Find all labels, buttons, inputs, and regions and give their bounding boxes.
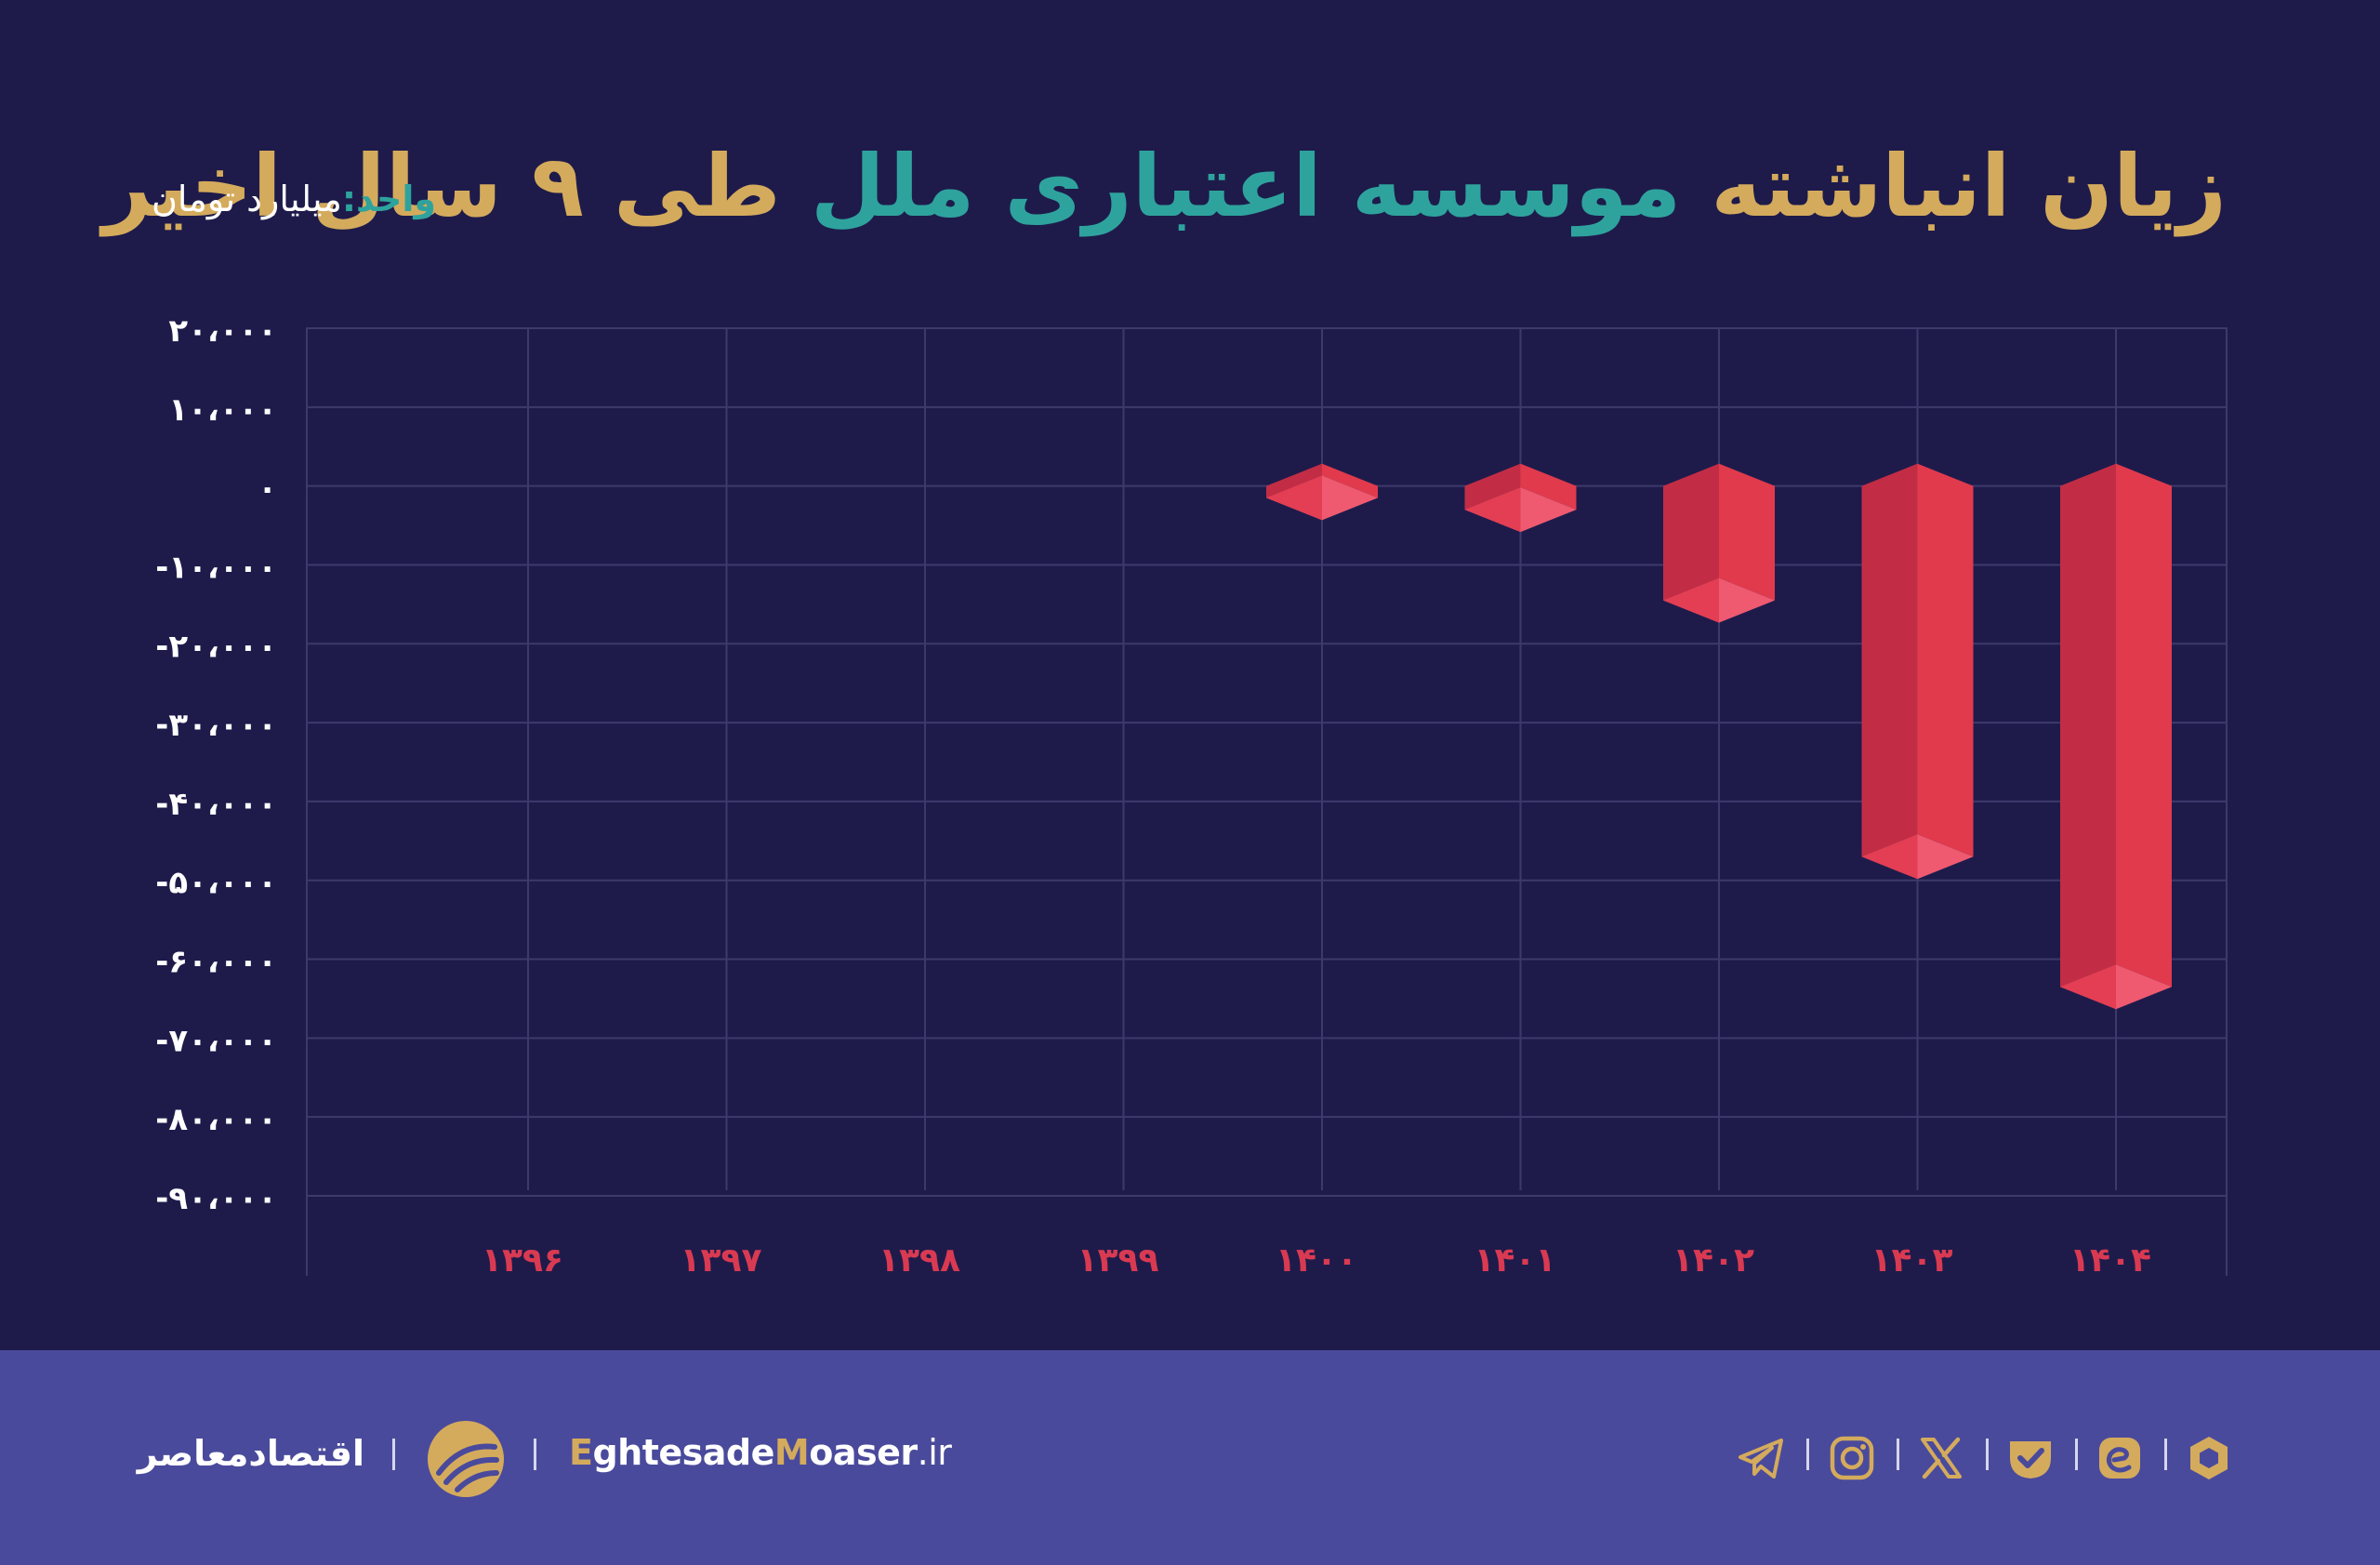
bar-cap-shade [2060,964,2116,1010]
x-axis-ticks: ۱۳۹۶ ۱۳۹۷ ۱۳۹۸ ۱۳۹۹ ۱۴۰۰ ۱۴۰۱ ۱۴۰۲ ۱۴۰۳ ۱۴۰۴ [482,1241,2151,1280]
title-part-2: موسسه اعتباری ملل [810,137,1682,236]
chart-title: زیان انباشته موسسه اعتباری ملل طی ۹ سال … [102,137,2227,236]
y-tick-label: ۱۰،۰۰۰ [168,391,277,429]
y-tick-label: -۹۰،۰۰۰ [155,1180,277,1217]
bar [1861,463,1974,880]
y-tick-label: ۰ [258,471,277,508]
unit-value: میلیارد تومان [152,179,342,219]
bar-cap-shade [1464,487,1521,533]
bar-face-left [1861,463,1918,857]
footer-divider [2075,1439,2078,1470]
title-part-1: زیان انباشته [1711,137,2227,236]
x-tick-label: ۱۴۰۲ [1673,1241,1754,1280]
bar [2060,463,2172,1010]
y-tick-label: -۸۰،۰۰۰ [155,1101,277,1138]
y-tick-label: -۵۰،۰۰۰ [155,865,277,902]
bars [1266,463,2172,1010]
footer: اقتصادمعاصر EghtesadeMoaser.ir [0,1350,2380,1565]
x-tick-label: ۱۳۹۶ [482,1241,563,1280]
footer-divider [2164,1439,2167,1470]
x-tick-label: ۱۳۹۷ [681,1241,762,1280]
y-tick-label: ۲۰،۰۰۰ [168,312,277,350]
footer-divider [1806,1439,1809,1470]
bar-cap-shade [1663,577,1719,623]
grid-lines [306,327,2228,1276]
brand-name: اقتصادمعاصر [137,1433,364,1474]
brand-logo-icon [428,1421,504,1497]
x-tick-label: ۱۳۹۹ [1078,1241,1159,1280]
bar-face-right [2116,463,2172,988]
y-tick-label: -۴۰،۰۰۰ [155,786,277,823]
footer-divider [534,1439,536,1470]
x-tick-label: ۱۴۰۱ [1474,1241,1556,1280]
title-part-3: طی ۹ سال اخیر [102,137,781,236]
footer-divider [392,1439,395,1470]
instagram-icon[interactable] [1826,1432,1878,1484]
x-tick-label: ۱۴۰۴ [2069,1241,2151,1280]
bar-face-right [1719,463,1775,601]
footer-divider [1897,1439,1899,1470]
website-link[interactable]: EghtesadeMoaser.ir [569,1432,952,1473]
x-tick-label: ۱۴۰۳ [1871,1241,1953,1280]
bar [1663,463,1775,623]
bar-face-right [1520,463,1577,511]
bar-face-right [1917,463,1974,857]
bar-face-left [2060,463,2116,988]
bar-cap-shade [1861,834,1918,880]
x-icon[interactable] [1915,1432,1967,1484]
rubika-icon[interactable] [2183,1432,2235,1484]
unit-label: واحد:میلیارد تومان [152,179,505,219]
bar-face-left [1266,463,1322,498]
telegram-icon[interactable] [1735,1432,1787,1484]
bar-face-left [1464,463,1521,511]
x-tick-label: ۱۳۹۸ [879,1241,960,1280]
eitaa-icon[interactable] [2004,1432,2056,1484]
footer-divider [1986,1439,1989,1470]
bar-face-right [1322,463,1378,498]
bar-chart: ۲۰،۰۰۰ ۱۰،۰۰۰ ۰ -۱۰،۰۰۰ -۲۰،۰۰۰ -۳۰،۰۰۰ -۴۰،۰۰… [155,312,2228,1280]
y-tick-label: -۶۰،۰۰۰ [155,944,277,981]
y-tick-label: -۲۰،۰۰۰ [155,628,277,665]
bar [1266,463,1378,521]
bar [1464,463,1577,533]
y-tick-label: -۱۰،۰۰۰ [155,549,277,586]
y-tick-label: -۳۰،۰۰۰ [155,707,277,744]
bar-cap-shade [1266,475,1322,521]
bar-face-left [1663,463,1719,601]
unit-prefix: واحد: [341,179,437,219]
y-tick-label: -۷۰،۰۰۰ [155,1022,277,1059]
bale-icon[interactable] [2094,1432,2146,1484]
x-tick-label: ۱۴۰۰ [1276,1241,1357,1280]
y-axis-ticks: ۲۰،۰۰۰ ۱۰،۰۰۰ ۰ -۱۰،۰۰۰ -۲۰،۰۰۰ -۳۰،۰۰۰ -۴۰،۰۰… [155,312,277,1217]
